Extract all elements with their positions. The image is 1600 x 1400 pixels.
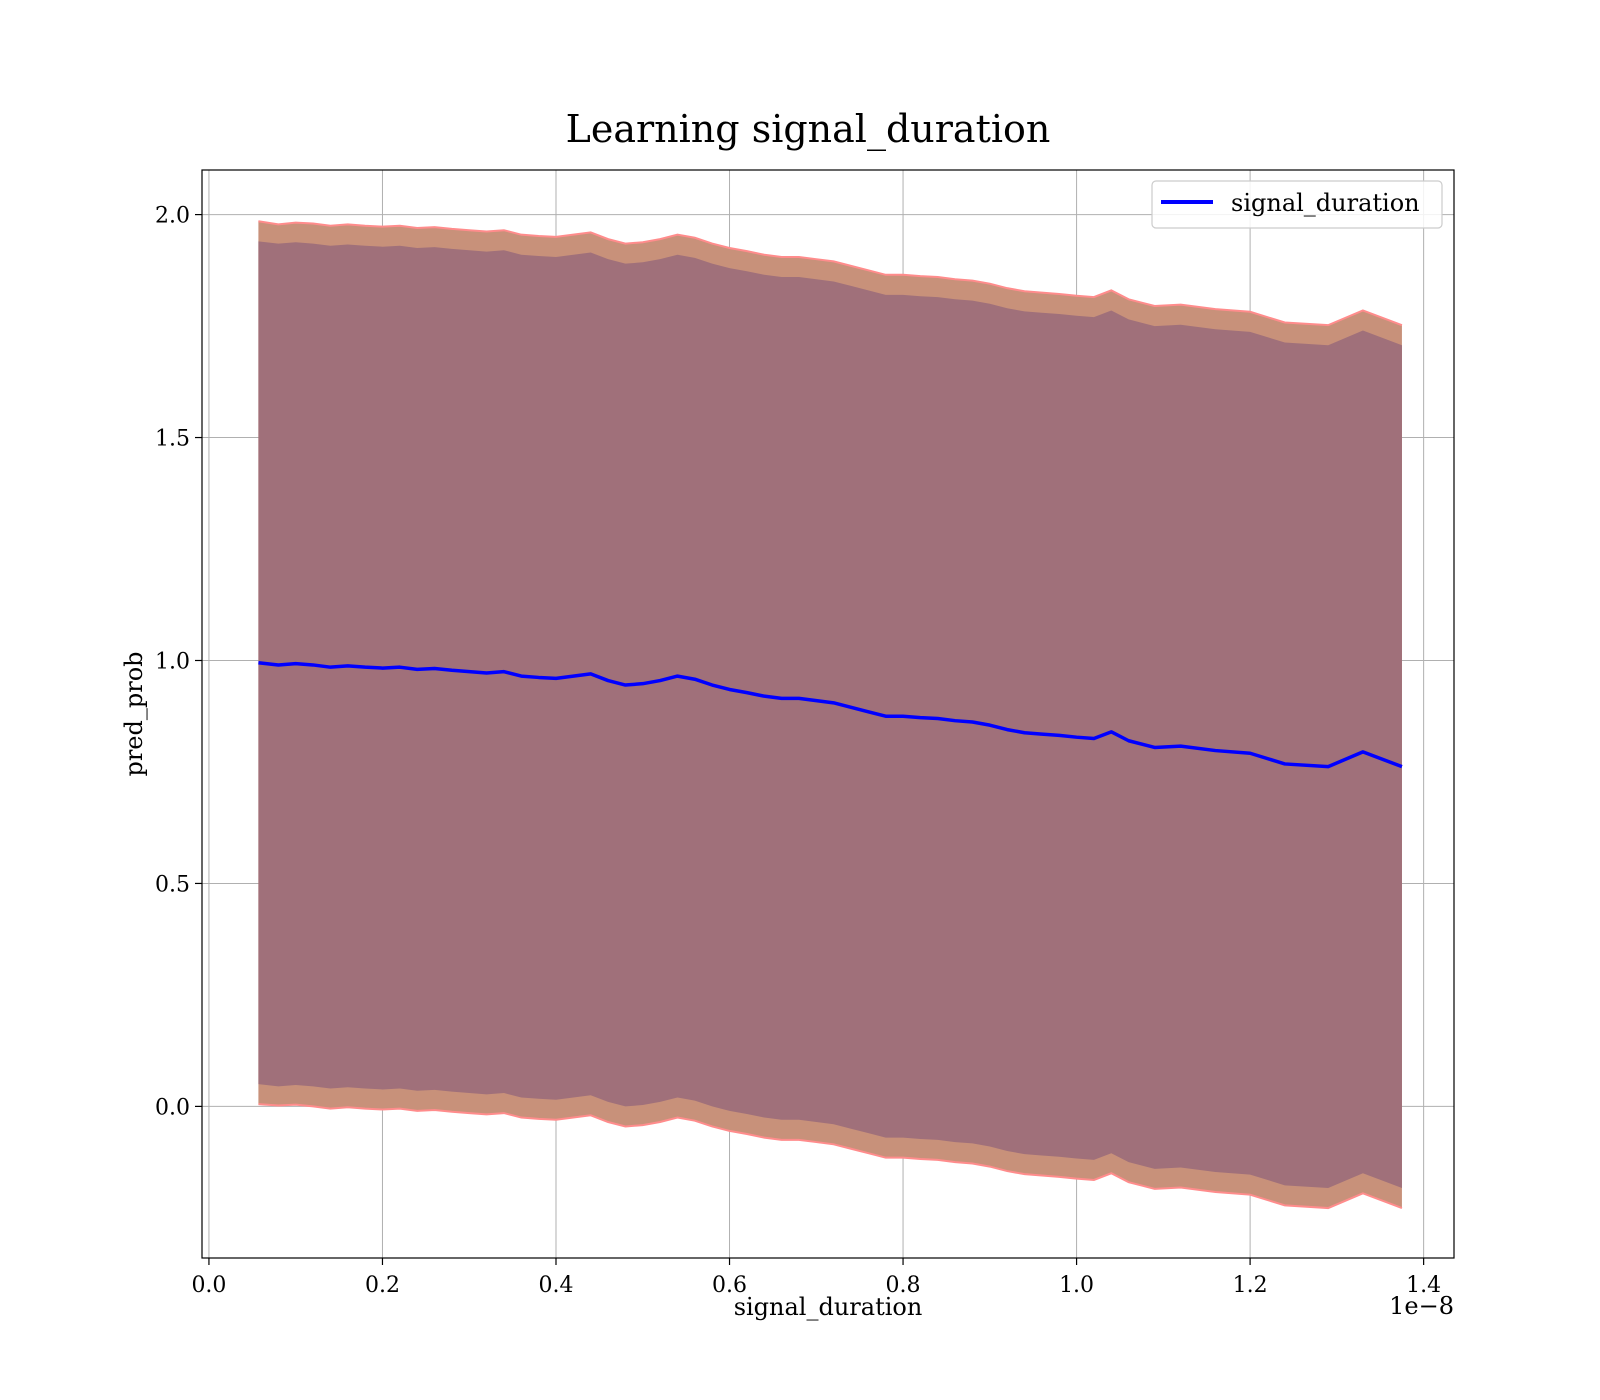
x-tick-label: 1.0 xyxy=(1059,1273,1094,1298)
outer-band-lower-edge xyxy=(258,1103,1403,1210)
chart-title: Learning signal_duration xyxy=(566,107,1051,152)
x-axis-offset-label: 1e−8 xyxy=(1389,1292,1454,1320)
x-tick-label: 0.6 xyxy=(712,1273,747,1298)
legend: signal_duration xyxy=(1151,180,1443,229)
outer-band-upper-edge xyxy=(258,220,1403,327)
inner-confidence-band xyxy=(258,241,1402,1188)
legend-box xyxy=(1151,180,1443,229)
y-axis-ticks: 0.0 0.5 1.0 1.5 2.0 xyxy=(155,204,202,1120)
y-tick-label: 0.5 xyxy=(155,872,190,897)
x-tick-label: 1.4 xyxy=(1406,1273,1441,1298)
x-tick-label: 0.2 xyxy=(365,1273,400,1298)
x-tick-label: 0.0 xyxy=(191,1273,226,1298)
x-axis-label: signal_duration xyxy=(734,1293,923,1321)
y-axis-label: pred_prob xyxy=(120,651,148,776)
x-tick-label: 0.8 xyxy=(886,1273,921,1298)
y-tick-label: 2.0 xyxy=(155,204,190,229)
y-tick-label: 1.5 xyxy=(155,427,190,452)
y-tick-label: 0.0 xyxy=(155,1095,190,1120)
plot-frame xyxy=(201,169,1455,1259)
x-tick-label: 0.4 xyxy=(538,1273,573,1298)
x-tick-label: 1.2 xyxy=(1233,1273,1268,1298)
x-axis-ticks: 0.0 0.2 0.4 0.6 0.8 1.0 1.2 1.4 xyxy=(191,1258,1441,1298)
series-line-signal-duration xyxy=(258,660,1403,769)
y-tick-label: 1.0 xyxy=(155,649,190,674)
legend-entry-signal-duration: signal_duration xyxy=(1231,189,1420,217)
